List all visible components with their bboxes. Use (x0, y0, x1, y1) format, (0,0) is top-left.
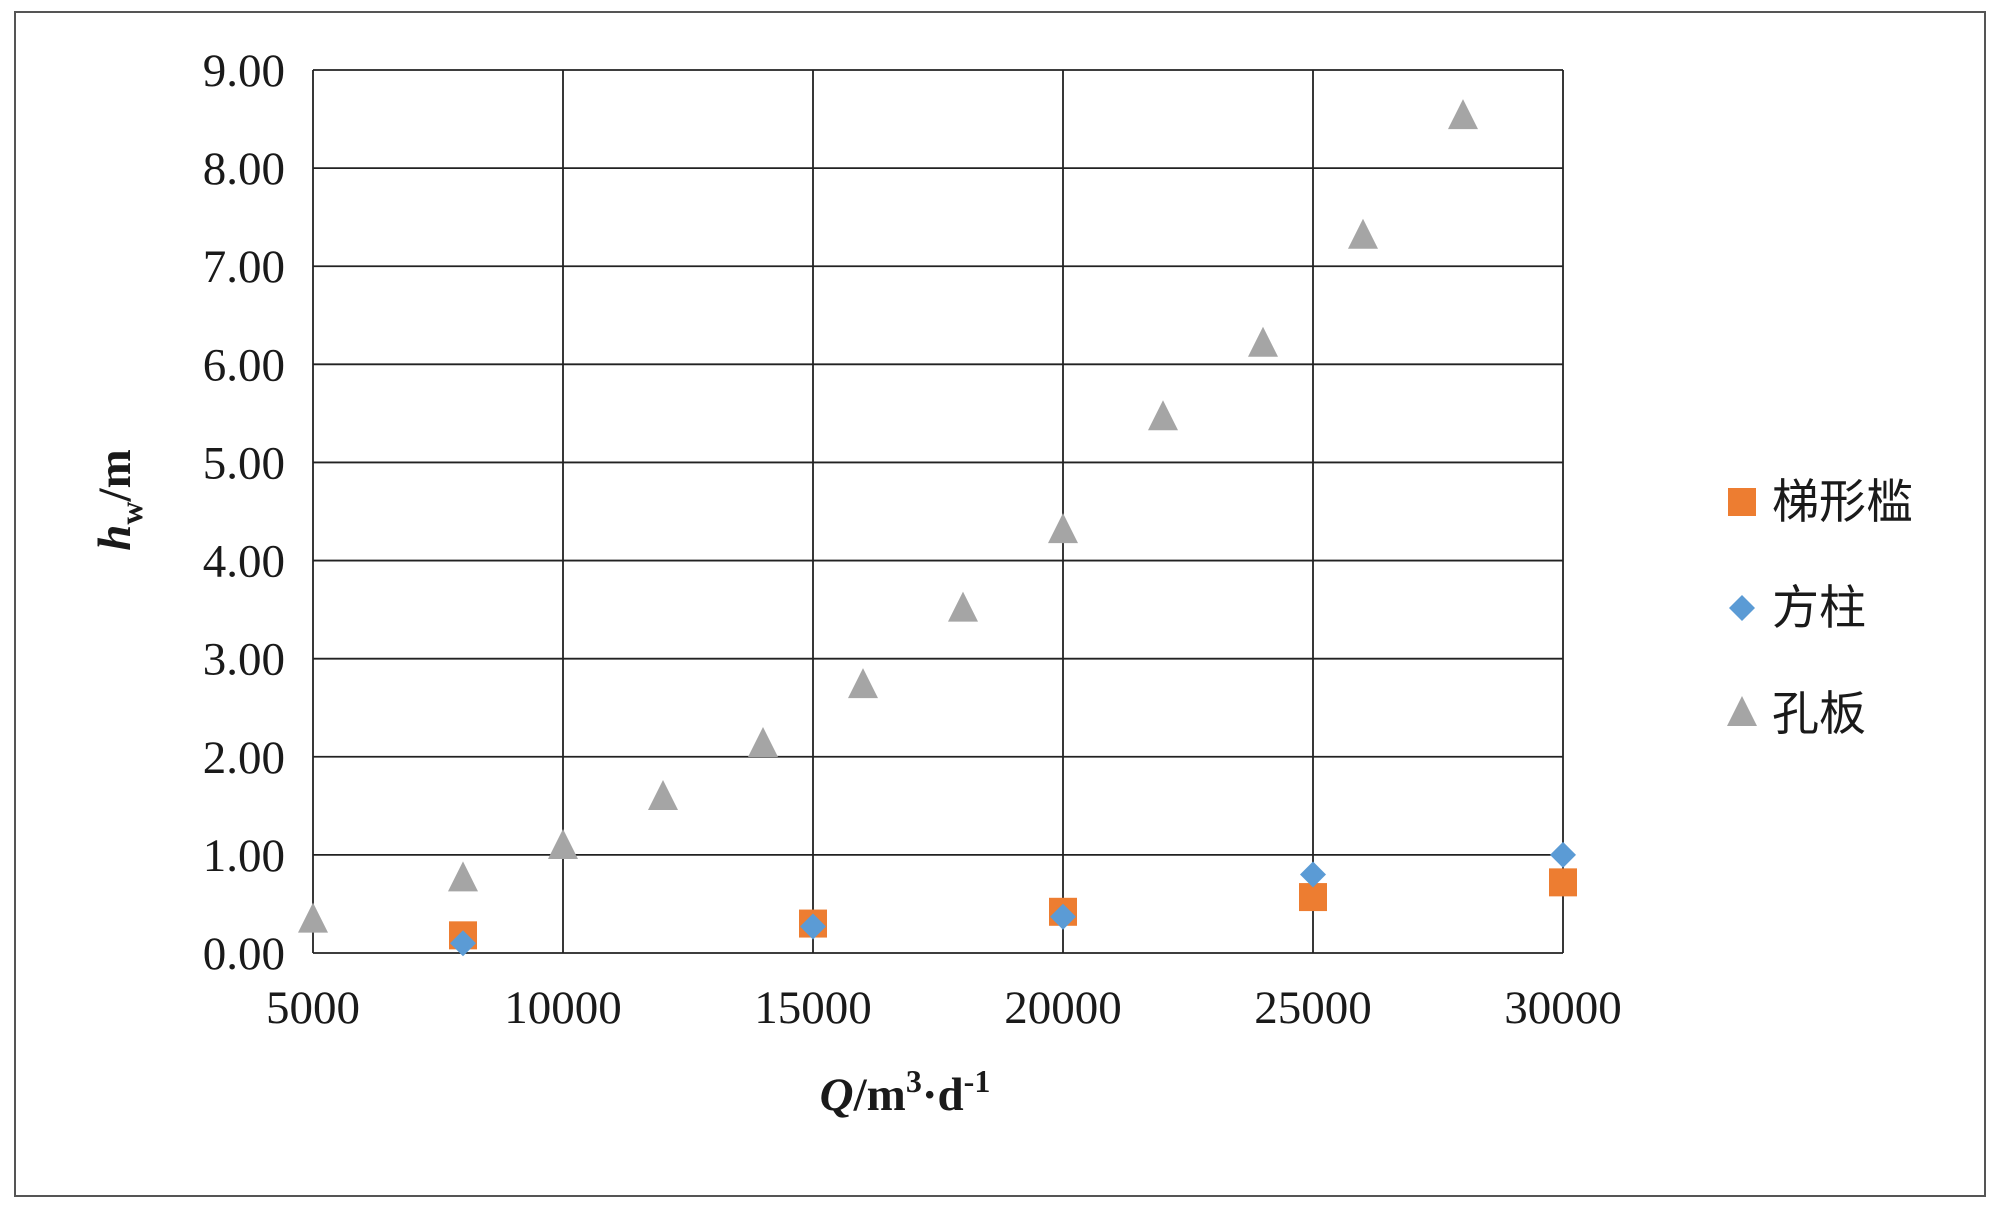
legend-marker-triangle (1727, 696, 1757, 726)
y-tick-label: 4.00 (203, 536, 285, 588)
x-tick-label: 15000 (754, 982, 872, 1034)
point-triangle (748, 727, 778, 758)
y-tick-label: 7.00 (203, 241, 285, 293)
chart-frame (14, 11, 1986, 1197)
point-triangle (848, 668, 878, 699)
y-tick-label: 5.00 (203, 437, 285, 489)
legend-marker-diamond (1729, 595, 1755, 621)
point-diamond (450, 930, 476, 957)
point-diamond (1050, 903, 1076, 930)
point-triangle (298, 902, 328, 933)
y-axis-ticks: 0.00 1.00 2.00 3.00 4.00 5.00 6.00 7.00 8.00 9.00 (203, 45, 285, 980)
x-tick-label: 25000 (1254, 982, 1372, 1034)
point-square (1299, 883, 1327, 912)
y-tick-label: 9.00 (203, 45, 285, 97)
grid-layer (312, 69, 1564, 954)
y-tick-label: 6.00 (203, 339, 285, 391)
point-triangle (448, 861, 478, 892)
y-tick-label: 8.00 (203, 143, 285, 195)
point-triangle (948, 591, 978, 622)
x-tick-label: 30000 (1504, 982, 1622, 1034)
point-triangle (1448, 99, 1478, 130)
point-triangle (548, 829, 578, 860)
point-triangle (1348, 218, 1378, 249)
x-axis-ticks: 5000 10000 15000 20000 25000 30000 (266, 982, 1622, 1034)
y-tick-label: 2.00 (203, 732, 285, 784)
y-tick-label: 3.00 (203, 634, 285, 686)
legend-label: 梯形槛 (1772, 475, 1913, 530)
point-diamond (1300, 861, 1326, 888)
data-points (298, 99, 1577, 957)
x-tick-label: 10000 (504, 982, 622, 1034)
point-diamond (1550, 841, 1576, 868)
legend-label: 方柱 (1772, 581, 1866, 636)
point-triangle (1248, 326, 1278, 357)
point-triangle (1148, 400, 1178, 431)
point-triangle (648, 779, 678, 810)
x-tick-label: 20000 (1004, 982, 1122, 1034)
y-tick-label: 0.00 (203, 928, 285, 980)
point-diamond (800, 913, 826, 940)
legend-marker-square (1728, 488, 1756, 516)
y-tick-label: 1.00 (203, 830, 285, 882)
y-axis-title: hw/m (89, 449, 149, 550)
legend-label: 孔板 (1772, 687, 1866, 742)
x-axis-title: Q/m3·d-1 (820, 1063, 991, 1121)
x-tick-label: 5000 (266, 982, 360, 1034)
point-triangle (1048, 513, 1078, 544)
point-square (1549, 868, 1577, 897)
